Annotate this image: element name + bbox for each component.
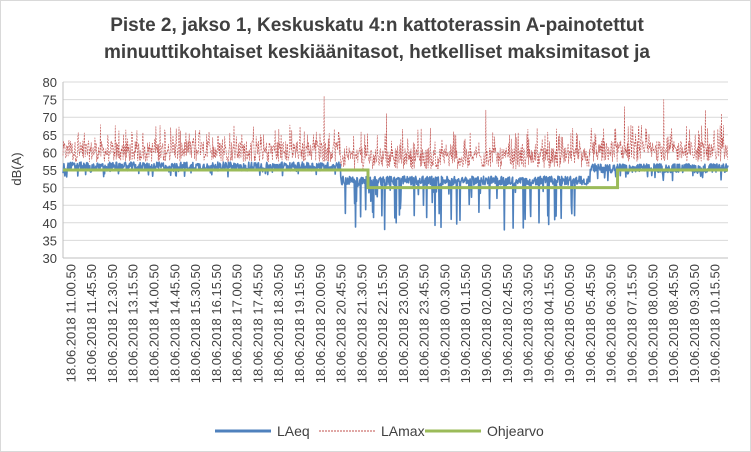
legend-label: LAmax bbox=[381, 423, 425, 439]
y-tick-label: 45 bbox=[43, 198, 57, 213]
chart-title-line-1: Piste 2, jakso 1, Keskuskatu 4:n kattote… bbox=[110, 15, 644, 36]
y-tick-label: 80 bbox=[43, 75, 57, 90]
x-tick-label: 19.06.2018 01.15.50 bbox=[458, 264, 473, 383]
series-line-ohjearvo bbox=[63, 168, 728, 190]
legend: LAeq LAmax Ohjearvo bbox=[215, 423, 544, 439]
x-tick-label: 18.06.2018 18.30.50 bbox=[271, 264, 286, 383]
x-tick-label: 18.06.2018 14.45.50 bbox=[167, 264, 182, 383]
legend-label: LAeq bbox=[277, 423, 310, 439]
x-tick-label: 18.06.2018 11.45.50 bbox=[84, 264, 99, 382]
x-tick-label: 19.06.2018 04.15.50 bbox=[541, 264, 556, 383]
x-tick-label: 19.06.2018 05.45.50 bbox=[583, 264, 598, 383]
x-tick-label: 18.06.2018 17.00.50 bbox=[230, 264, 245, 383]
x-tick-label: 18.06.2018 13.15.50 bbox=[126, 264, 141, 383]
y-tick-label: 30 bbox=[43, 251, 57, 266]
series-line-lamax bbox=[62, 95, 729, 170]
y-tick-label: 65 bbox=[43, 128, 57, 143]
x-tick-label: 18.06.2018 23.45.50 bbox=[417, 264, 432, 383]
y-axis-label: dB(A) bbox=[9, 152, 24, 185]
x-tick-label: 18.06.2018 21.30.50 bbox=[354, 264, 369, 383]
x-tick-label: 18.06.2018 20.00.50 bbox=[313, 264, 328, 383]
x-tick-label: 18.06.2018 17.45.50 bbox=[250, 264, 265, 383]
x-tick-label: 19.06.2018 06.30.50 bbox=[604, 264, 619, 383]
x-tick-label: 18.06.2018 14.00.50 bbox=[147, 264, 162, 383]
y-tick-label: 50 bbox=[43, 181, 57, 196]
y-tick-label: 60 bbox=[43, 145, 57, 160]
y-tick-label: 40 bbox=[43, 216, 57, 231]
x-tick-labels: 18.06.2018 11.00.50 18.06.2018 11.45.50 18… bbox=[63, 264, 722, 383]
legend-label: Ohjearvo bbox=[487, 423, 544, 439]
x-tick-label: 19.06.2018 05.00.50 bbox=[562, 264, 577, 383]
series-line-laeq bbox=[62, 161, 729, 231]
x-tick-label: 18.06.2018 15.30.50 bbox=[188, 264, 203, 383]
x-tick-label: 19.06.2018 02.00.50 bbox=[479, 264, 494, 383]
y-tick-labels: 30 35 40 45 50 55 60 65 70 75 80 bbox=[43, 75, 57, 266]
x-tick-label: 19.06.2018 02.45.50 bbox=[500, 264, 515, 383]
x-tick-label: 18.06.2018 19.15.50 bbox=[292, 264, 307, 383]
y-tick-label: 55 bbox=[43, 163, 57, 178]
x-tick-label: 19.06.2018 10.15.50 bbox=[708, 264, 723, 383]
chart-title-line-2: minuuttikohtaiset keskiäänitasot, hetkel… bbox=[104, 42, 650, 63]
x-tick-label: 19.06.2018 00.30.50 bbox=[437, 264, 452, 383]
x-tick-label: 19.06.2018 07.15.50 bbox=[624, 264, 639, 383]
legend-item-laeq: LAeq bbox=[215, 423, 310, 439]
y-tick-label: 35 bbox=[43, 233, 57, 248]
y-tick-label: 75 bbox=[43, 93, 57, 108]
chart-title: Piste 2, jakso 1, Keskuskatu 4:n kattote… bbox=[104, 15, 650, 63]
x-tick-label: 18.06.2018 12.30.50 bbox=[105, 264, 120, 383]
x-tick-label: 19.06.2018 08.45.50 bbox=[666, 264, 681, 383]
x-tick-label: 19.06.2018 09.30.50 bbox=[687, 264, 702, 383]
y-tick-label: 70 bbox=[43, 110, 57, 125]
legend-item-lamax: LAmax bbox=[319, 423, 425, 439]
x-tick-label: 19.06.2018 08.00.50 bbox=[645, 264, 660, 383]
x-tick-label: 18.06.2018 22.15.50 bbox=[375, 264, 390, 383]
x-tick-label: 18.06.2018 23.00.50 bbox=[396, 264, 411, 383]
plot-area bbox=[62, 95, 729, 231]
x-tick-label: 19.06.2018 03.30.50 bbox=[521, 264, 536, 383]
x-tick-label: 18.06.2018 16.15.50 bbox=[209, 264, 224, 383]
x-tick-label: 18.06.2018 20.45.50 bbox=[334, 264, 349, 383]
legend-item-ohjearvo: Ohjearvo bbox=[425, 423, 544, 439]
x-tick-label: 18.06.2018 11.00.50 bbox=[63, 264, 78, 382]
